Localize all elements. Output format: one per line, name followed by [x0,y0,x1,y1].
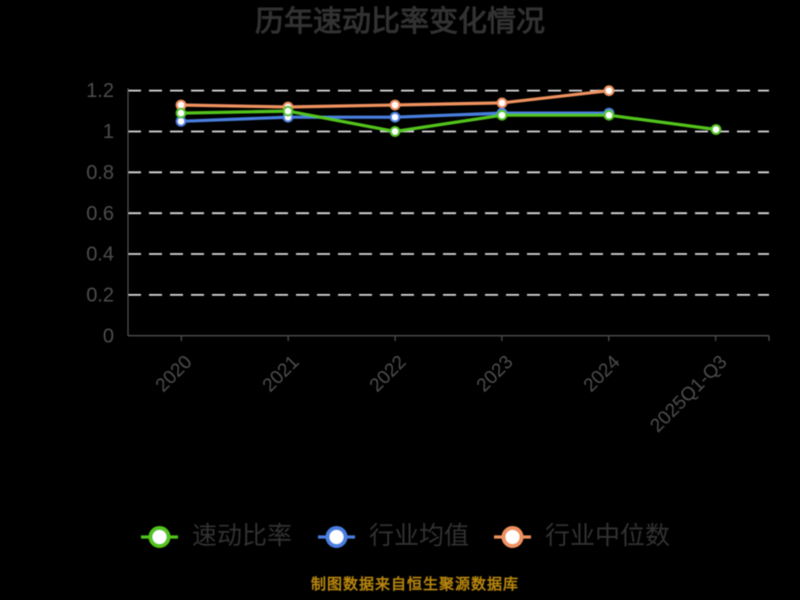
svg-text:0.8: 0.8 [86,162,114,184]
svg-text:0.4: 0.4 [86,244,114,266]
svg-text:1: 1 [103,121,114,143]
svg-text:历年速动比率变化情况: 历年速动比率变化情况 [255,4,545,38]
svg-text:行业中位数: 行业中位数 [545,522,670,550]
svg-text:0.6: 0.6 [86,203,114,225]
svg-text:1.2: 1.2 [86,80,114,102]
svg-text:0.2: 0.2 [86,285,114,307]
svg-text:行业均值: 行业均值 [369,522,469,550]
svg-text:0: 0 [103,326,114,348]
svg-text:速动比率: 速动比率 [192,522,292,550]
svg-text:制图数据来自恒生聚源数据库: 制图数据来自恒生聚源数据库 [311,575,519,593]
